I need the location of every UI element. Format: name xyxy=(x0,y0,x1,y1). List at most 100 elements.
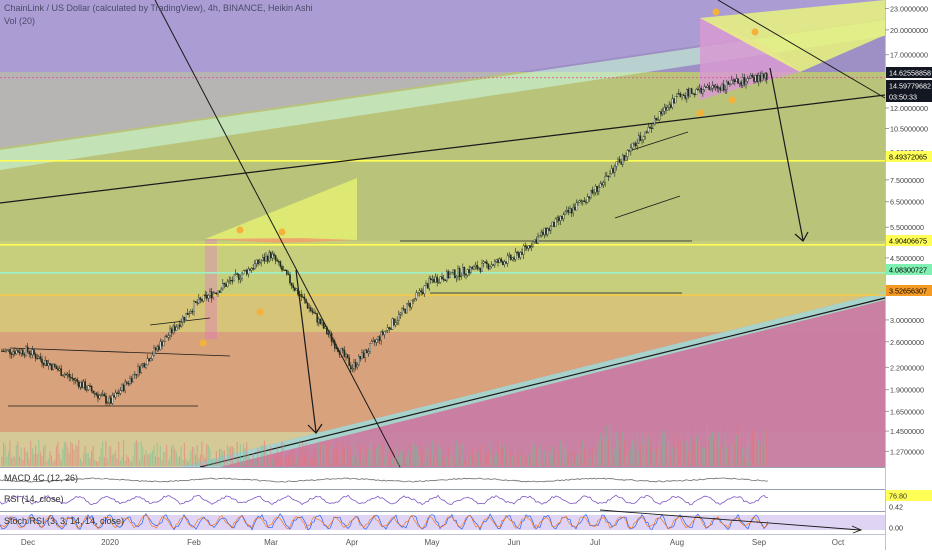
candle-body xyxy=(119,390,122,394)
candle-body xyxy=(668,104,670,108)
volume-bar xyxy=(180,446,182,466)
price-label-badge xyxy=(886,235,932,246)
volume-bar xyxy=(561,460,563,466)
candle-body xyxy=(170,328,173,334)
candle-body xyxy=(121,384,123,391)
volume-bar xyxy=(649,429,651,466)
candle-body xyxy=(279,261,282,267)
candle-body xyxy=(578,200,581,203)
volume-bar xyxy=(303,454,305,466)
candle-body xyxy=(85,389,88,391)
volume-bar xyxy=(59,454,61,466)
macd-line xyxy=(0,477,769,483)
candle-body xyxy=(239,278,242,280)
price-tick-label: 1.9000000 xyxy=(890,386,924,395)
volume-bar xyxy=(510,450,512,466)
volume-bar xyxy=(86,453,88,466)
candle-body xyxy=(146,358,149,366)
volume-bar xyxy=(126,455,128,466)
volume-bar xyxy=(524,455,526,466)
volume-bar xyxy=(700,442,702,466)
candle-body xyxy=(350,365,352,369)
volume-bar xyxy=(259,457,261,466)
volume-bar xyxy=(601,441,603,466)
candle-body xyxy=(212,292,215,299)
volume-bar xyxy=(265,445,267,466)
volume-bar xyxy=(17,441,19,466)
volume-bar xyxy=(651,444,653,466)
volume-bar xyxy=(644,440,646,466)
candle-body xyxy=(527,245,530,249)
candle-body xyxy=(300,294,303,298)
candle-body xyxy=(702,89,704,94)
candle-body xyxy=(639,135,642,142)
price-label-text: 8.49372065 xyxy=(889,153,927,162)
volume-bar xyxy=(711,431,713,466)
volume-bar xyxy=(631,440,633,466)
volume-bar xyxy=(371,443,373,466)
volume-bar xyxy=(457,446,459,466)
candle-body xyxy=(562,214,565,220)
volume-bar xyxy=(547,450,549,466)
volume-bar xyxy=(726,447,728,466)
candle-body xyxy=(164,336,167,342)
volume-bar xyxy=(443,453,445,466)
time-axis[interactable]: Dec 2020 Feb Mar Apr May Jun Jul Aug Sep Oct xyxy=(0,534,885,550)
candle-body xyxy=(351,368,354,370)
candle-body xyxy=(366,349,368,354)
volume-bar xyxy=(71,443,73,466)
volume-bar xyxy=(329,445,331,466)
volume-bar xyxy=(76,446,78,466)
candle-body xyxy=(113,395,115,398)
volume-bar xyxy=(337,450,339,466)
marker xyxy=(696,109,704,117)
candle-body xyxy=(495,259,498,262)
candle-body xyxy=(65,374,67,376)
candle-body xyxy=(210,291,213,299)
volume-bar xyxy=(31,447,33,466)
candle-body xyxy=(401,308,403,314)
volume-bar xyxy=(475,447,477,466)
volume-bar xyxy=(166,444,168,466)
volume-bar xyxy=(302,442,304,466)
volume-bar xyxy=(239,444,241,466)
candle-body xyxy=(370,341,373,344)
volume-bar xyxy=(428,445,430,466)
candle-body xyxy=(329,333,331,335)
volume-bar xyxy=(39,451,41,466)
volume-bar xyxy=(396,445,398,466)
candle-body xyxy=(161,341,163,347)
volume-bar xyxy=(195,454,197,466)
stoch-d-line xyxy=(0,514,769,530)
candle-body xyxy=(518,252,520,258)
indicator-label-badge xyxy=(886,490,932,501)
volume-bar xyxy=(577,453,579,466)
volume-bar xyxy=(49,451,51,466)
pennant-feb xyxy=(205,178,357,240)
candle-body xyxy=(404,308,407,314)
candle-body xyxy=(77,381,80,388)
volume-bar xyxy=(151,450,153,466)
volume-bar xyxy=(358,460,360,466)
candle-body xyxy=(698,87,701,90)
volume-bar xyxy=(574,451,576,466)
volume-bar xyxy=(766,430,768,466)
volume-bar xyxy=(222,450,224,466)
candle-body xyxy=(117,392,120,394)
volume-bar xyxy=(495,452,497,466)
volume-bar xyxy=(308,461,310,466)
candle-body xyxy=(625,156,627,161)
candle-body xyxy=(314,312,317,315)
candle-body xyxy=(197,297,200,304)
volume-bar xyxy=(223,450,225,466)
price-tick-label: 4.5000000 xyxy=(890,254,924,263)
candle-body xyxy=(252,268,255,270)
volume-bar xyxy=(196,445,198,466)
candle-body xyxy=(82,381,85,388)
volume-bar xyxy=(451,442,453,466)
volume-bar xyxy=(623,438,625,466)
price-label-badge xyxy=(886,285,932,296)
volume-bar xyxy=(731,445,733,466)
